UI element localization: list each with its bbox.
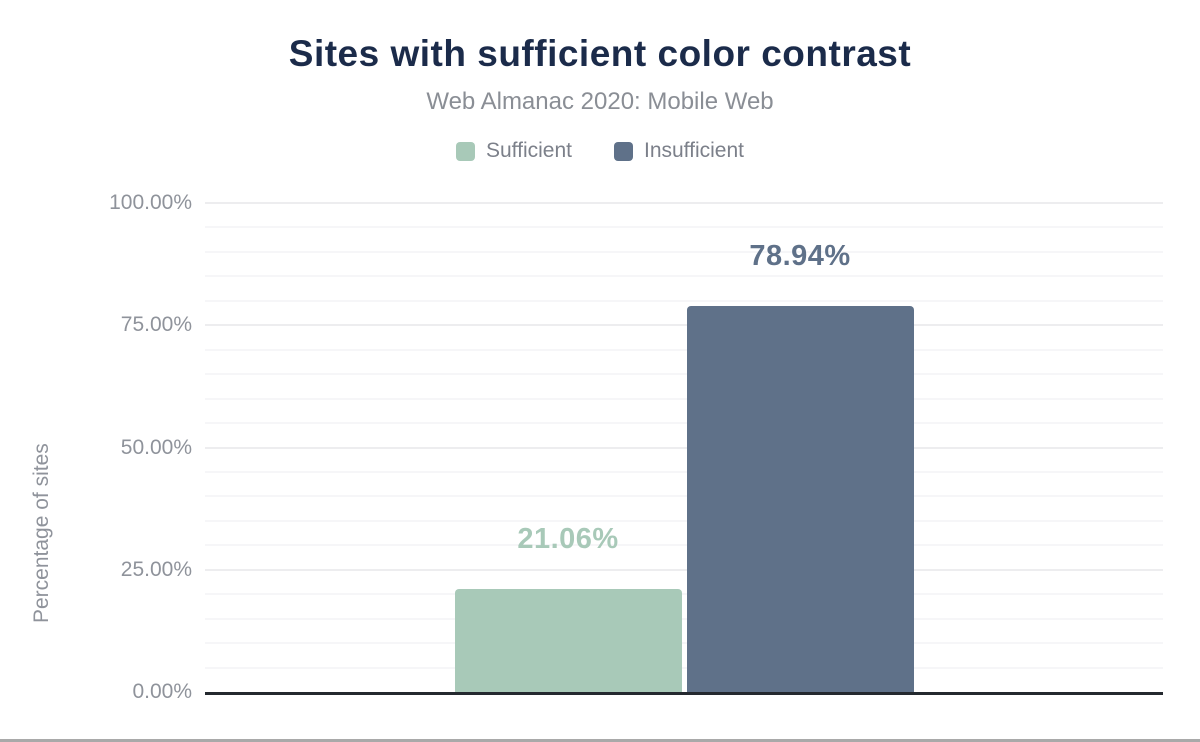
bar-value-label-sufficient: 21.06%: [517, 523, 619, 556]
major-gridline: [205, 324, 1163, 327]
legend: Sufficient Insufficient: [0, 139, 1200, 163]
plot-area: 0.00% 25.00% 50.00% 75.00% 100.00% 21.06% 78.9…: [109, 191, 1163, 703]
minor-gridline: [205, 275, 1163, 278]
minor-gridline: [205, 642, 1163, 645]
y-tick-label: 100.00%: [109, 191, 192, 214]
bar-sufficient: [454, 589, 682, 692]
minor-gridline: [205, 226, 1163, 229]
minor-gridline: [205, 617, 1163, 620]
legend-label: Sufficient: [485, 139, 572, 162]
y-tick-label: 25.00%: [120, 557, 192, 581]
minor-gridline: [205, 397, 1163, 400]
minor-gridline: [205, 495, 1163, 498]
bottom-divider: [0, 739, 1200, 742]
y-tick-label: 75.00%: [120, 313, 192, 337]
minor-gridline: [205, 544, 1163, 547]
minor-gridline: [205, 422, 1163, 425]
minor-gridline: [205, 519, 1163, 522]
minor-gridline: [205, 470, 1163, 473]
minor-gridline: [205, 299, 1163, 302]
legend-swatch-icon: [613, 141, 633, 161]
y-tick-label: 50.00%: [120, 435, 192, 459]
minor-gridline: [205, 593, 1163, 596]
legend-label: Insufficient: [643, 139, 744, 162]
major-gridline: [205, 568, 1163, 571]
major-gridline: [205, 202, 1163, 204]
bar-insufficient: [686, 305, 914, 692]
minor-gridline: [205, 373, 1163, 376]
minor-gridline: [205, 250, 1163, 253]
minor-gridline: [205, 348, 1163, 351]
chart-subtitle: Web Almanac 2020: Mobile Web: [426, 88, 774, 115]
chart-title: Sites with sufficient color contrast: [288, 33, 912, 74]
y-tick-label: 0.00%: [132, 680, 192, 703]
major-gridline: [205, 446, 1163, 449]
minor-gridline: [205, 666, 1163, 669]
legend-item-sufficient: Sufficient: [455, 139, 572, 163]
legend-item-insufficient: Insufficient: [613, 139, 744, 163]
bar-value-label-insufficient: 78.94%: [749, 239, 851, 272]
legend-swatch-icon: [455, 141, 475, 161]
